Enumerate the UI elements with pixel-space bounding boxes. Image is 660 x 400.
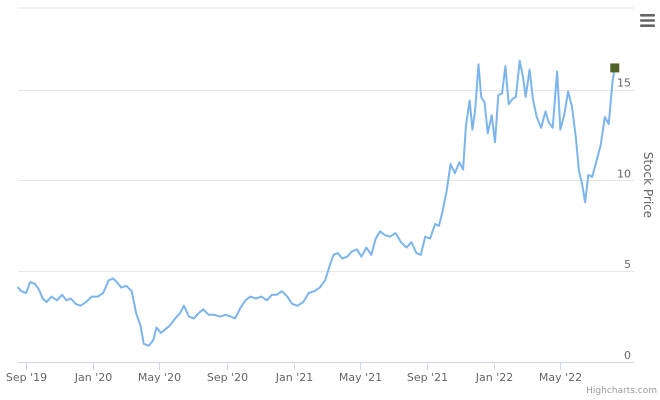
x-tick-label: Sep '21 [407,371,448,384]
x-tick-label: May '21 [339,371,382,384]
x-tick-label: Jan '22 [475,371,513,384]
y-axis: 0 5 10 15 [617,77,631,362]
y-tick-label: 0 [624,349,631,362]
x-tick-label: Sep '19 [6,371,47,384]
x-tick-label: Jan '21 [275,371,313,384]
chart-menu-button[interactable] [636,10,658,32]
x-tick-label: Sep '20 [207,371,248,384]
x-tick-label: May '22 [539,371,582,384]
credits-link[interactable]: Highcharts.com [586,386,657,396]
hamburger-menu-icon [640,14,655,27]
y-tick-label: 10 [617,167,631,180]
grid-lines [18,7,634,272]
x-tick-label: Jan '20 [74,371,112,384]
y-tick-label: 5 [624,258,631,271]
y-tick-label: 15 [617,77,631,90]
last-point-marker [610,63,620,73]
x-axis: Sep '19 Jan '20 May '20 Sep '20 Jan '21 May '… [6,362,634,384]
x-tick-label: May '20 [138,371,181,384]
series-line [17,59,616,347]
y-axis-title: Stock Price [641,152,655,218]
